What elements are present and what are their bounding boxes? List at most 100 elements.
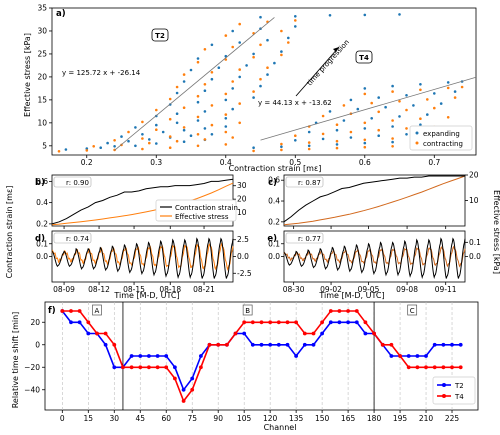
- expanding-point: [217, 66, 221, 69]
- c-stress-line: [283, 175, 466, 226]
- contracting-point: [224, 130, 228, 134]
- T4-marker: [121, 365, 125, 370]
- expanding-point: [189, 68, 193, 72]
- T2-marker: [432, 342, 437, 347]
- T2-marker: [103, 342, 108, 347]
- panel-a: 0.2 0.3 0.4 0.5 0.6 0.7 5 10 15 20 25 30 35 a) Cont…: [23, 4, 477, 173]
- contracting-point: [391, 90, 394, 93]
- T4-marker: [242, 320, 247, 325]
- e-x-tick-label: 09-08: [396, 285, 418, 294]
- expanding-point: [349, 98, 353, 102]
- contracting-point: [155, 128, 158, 131]
- expanding-point: [231, 87, 234, 90]
- T4-marker: [233, 331, 238, 336]
- contracting-point: [203, 83, 207, 86]
- expanding-point: [370, 117, 374, 120]
- expanding-point: [224, 117, 228, 120]
- b-strain-line: [51, 178, 234, 225]
- fit-line-0: [114, 17, 275, 151]
- expanding-point: [134, 144, 137, 148]
- a-y-tick-label: 35: [37, 4, 47, 13]
- c-strain-line: [283, 175, 465, 223]
- legend-t2-label: T2: [454, 382, 464, 390]
- expanding-point: [398, 13, 401, 16]
- contracting-point: [155, 108, 158, 112]
- b-y-tick-label: 0.6: [36, 177, 48, 186]
- panel-b-legend: Contraction strain Effective stress: [155, 199, 238, 222]
- d-x-tick-label: 08-18: [159, 285, 181, 294]
- expanding-point: [210, 77, 214, 81]
- contracting-point: [335, 146, 339, 150]
- panel-b-legend-box: [155, 199, 237, 222]
- T4-marker: [285, 320, 290, 325]
- contracting-point: [419, 88, 422, 92]
- T4-marker: [441, 365, 446, 370]
- contracting-point: [231, 136, 234, 139]
- f-x-tick-label: 150: [315, 414, 330, 423]
- b-stress-line: [51, 182, 234, 226]
- panel-e-x-label: Time [M-D, UTC]: [318, 291, 384, 300]
- legend-expanding-marker: [415, 131, 419, 135]
- expanding-point: [196, 100, 200, 104]
- panel-f-x-ticks: 0 15 30 45 60 75 90 105 120 135 150 165 180 195 210 225: [60, 410, 459, 423]
- T2-marker: [77, 320, 82, 325]
- expanding-point: [259, 15, 262, 19]
- d-x-tick-label: 08-21: [193, 285, 215, 294]
- contracting-point: [280, 29, 283, 33]
- T2-marker: [276, 342, 281, 347]
- T4-marker: [294, 320, 298, 325]
- T2-marker: [181, 387, 186, 392]
- T4-marker: [354, 309, 359, 313]
- T2-marker: [458, 342, 463, 347]
- T4-marker: [432, 365, 437, 370]
- panel-d-x-label: Time [M-D, UTC]: [113, 291, 179, 300]
- f-x-tick-label: 15: [84, 414, 94, 423]
- T4-marker: [415, 365, 420, 370]
- contracting-point: [141, 137, 144, 140]
- contracting-point: [280, 142, 283, 146]
- contracting-point: [127, 130, 130, 134]
- contracting-point: [252, 149, 255, 153]
- expanding-point: [363, 13, 367, 17]
- T4-marker: [398, 354, 402, 358]
- T2-marker: [164, 354, 169, 358]
- contracting-point: [335, 139, 339, 143]
- panel-f-frame: [44, 301, 479, 411]
- panel-a-frame: [51, 7, 477, 156]
- legend-expanding-label: expanding: [423, 130, 460, 138]
- T4-marker: [424, 365, 428, 370]
- d-x-tick-label: 08-12: [88, 285, 110, 294]
- T2-marker: [147, 354, 151, 358]
- contracting-point: [405, 108, 408, 112]
- contracting-point: [419, 117, 422, 120]
- expanding-point: [224, 125, 228, 128]
- T2-marker: [155, 354, 160, 358]
- contracting-point: [148, 141, 151, 145]
- e-x-tick-label: 08-30: [283, 285, 305, 294]
- contracting-point: [196, 144, 200, 148]
- contracting-point: [453, 96, 457, 99]
- T4-marker: [346, 309, 350, 313]
- b-y-tick-label: 0.2: [36, 219, 48, 228]
- contracting-point: [446, 116, 450, 119]
- contracting-point: [391, 119, 394, 122]
- T4-marker: [69, 309, 73, 313]
- legend-strain-label: Contraction strain: [175, 204, 238, 212]
- contracting-point: [224, 34, 228, 37]
- contracting-point: [370, 101, 374, 105]
- panel-f-lines: [60, 309, 463, 403]
- T4-marker: [199, 365, 203, 370]
- T4-marker: [458, 365, 463, 370]
- panel-a-fit-lines: [114, 17, 477, 151]
- expanding-point: [99, 146, 102, 149]
- expanding-point: [155, 123, 158, 127]
- T4-marker: [268, 320, 273, 325]
- panel-a-legend-box: [409, 125, 473, 151]
- T2-marker: [441, 342, 446, 347]
- c-y2-tick-label: 10: [469, 196, 479, 205]
- f-x-tick-label: 225: [445, 414, 460, 423]
- contracting-point: [280, 53, 283, 57]
- expanding-point: [439, 102, 443, 105]
- contracting-point: [175, 85, 179, 89]
- contracting-point: [321, 114, 325, 118]
